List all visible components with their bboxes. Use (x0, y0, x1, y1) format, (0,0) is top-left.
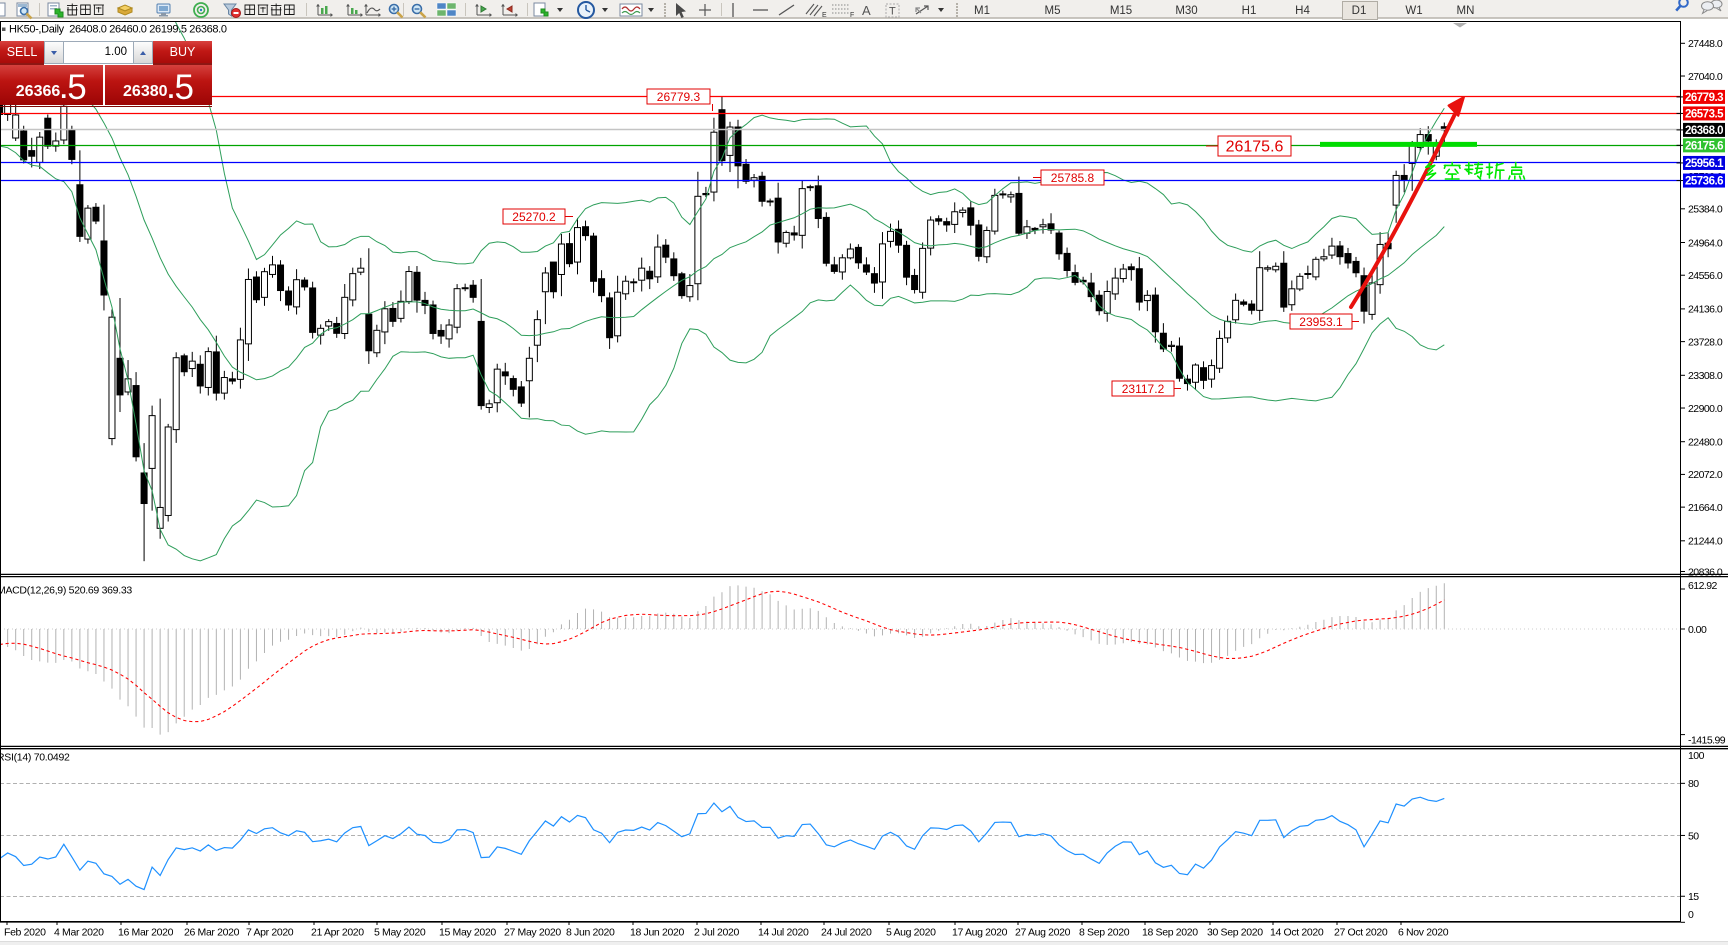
svg-text:100: 100 (1688, 750, 1705, 762)
svg-text:M15: M15 (1110, 5, 1132, 17)
svg-text:14 Oct 2020: 14 Oct 2020 (1270, 927, 1324, 939)
svg-text:MN: MN (1457, 5, 1475, 17)
svg-text:24556.0: 24556.0 (1688, 270, 1723, 282)
svg-text:4 Mar 2020: 4 Mar 2020 (54, 927, 104, 939)
svg-text:D1: D1 (1352, 5, 1367, 17)
svg-text:H4: H4 (1295, 5, 1310, 17)
svg-text:23728.0: 23728.0 (1688, 336, 1723, 348)
svg-text:2 Jul 2020: 2 Jul 2020 (694, 927, 739, 939)
svg-text:0.00: 0.00 (1688, 624, 1707, 636)
svg-text:14 Jul 2020: 14 Jul 2020 (758, 927, 809, 939)
svg-text:612.92: 612.92 (1688, 580, 1718, 592)
svg-text:26368.0: 26368.0 (1685, 125, 1723, 137)
svg-text:25384.0: 25384.0 (1688, 204, 1723, 216)
svg-text:27 Aug 2020: 27 Aug 2020 (1015, 927, 1071, 939)
svg-text:23117.2: 23117.2 (1122, 382, 1165, 396)
svg-text:22900.0: 22900.0 (1688, 403, 1723, 415)
svg-text:8 Jun 2020: 8 Jun 2020 (566, 927, 615, 939)
svg-text:16 Mar 2020: 16 Mar 2020 (118, 927, 174, 939)
svg-text:E: E (822, 12, 827, 19)
svg-text:26175.6: 26175.6 (1685, 140, 1723, 152)
svg-text:50: 50 (1688, 830, 1699, 842)
svg-text:25785.8: 25785.8 (1051, 171, 1095, 185)
svg-text:T: T (889, 6, 896, 18)
svg-text:7 Apr 2020: 7 Apr 2020 (246, 927, 294, 939)
svg-text:26 Mar 2020: 26 Mar 2020 (184, 927, 240, 939)
svg-text:F: F (850, 12, 854, 19)
svg-text:26779.3: 26779.3 (657, 90, 701, 104)
svg-text:23953.1: 23953.1 (1299, 315, 1343, 329)
svg-text:80: 80 (1688, 778, 1699, 790)
svg-text:20836.0: 20836.0 (1688, 566, 1723, 578)
svg-text:24 Jul 2020: 24 Jul 2020 (821, 927, 872, 939)
svg-text:25956.1: 25956.1 (1685, 158, 1724, 170)
svg-text:HK50-,Daily 26408.0 26460.0 2: HK50-,Daily 26408.0 26460.0 26199.5 2636… (9, 24, 227, 36)
svg-text:18 Sep 2020: 18 Sep 2020 (1142, 927, 1198, 939)
svg-text:27 May 2020: 27 May 2020 (504, 927, 561, 939)
svg-text:26779.3: 26779.3 (1685, 92, 1723, 104)
svg-text:25736.6: 25736.6 (1685, 176, 1723, 188)
svg-text:27040.0: 27040.0 (1688, 71, 1723, 83)
svg-text:5 May 2020: 5 May 2020 (374, 927, 426, 939)
svg-text:15 May 2020: 15 May 2020 (439, 927, 496, 939)
svg-text:RSI(14) 70.0492: RSI(14) 70.0492 (0, 752, 70, 764)
svg-text:M30: M30 (1175, 5, 1197, 17)
svg-text:5 Aug 2020: 5 Aug 2020 (886, 927, 936, 939)
svg-text:8 Sep 2020: 8 Sep 2020 (1079, 927, 1130, 939)
svg-text:24136.0: 24136.0 (1688, 304, 1723, 316)
svg-text:17 Aug 2020: 17 Aug 2020 (952, 927, 1008, 939)
svg-text:W1: W1 (1405, 5, 1422, 17)
svg-text:30 Sep 2020: 30 Sep 2020 (1207, 927, 1263, 939)
svg-text:21664.0: 21664.0 (1688, 502, 1723, 514)
svg-text:24964.0: 24964.0 (1688, 237, 1723, 249)
svg-text:25270.2: 25270.2 (512, 210, 556, 224)
svg-text:-1415.99: -1415.99 (1688, 734, 1726, 746)
svg-text:MACD(12,26,9) 520.69 369.33: MACD(12,26,9) 520.69 369.33 (0, 585, 132, 597)
svg-text:18 Jun 2020: 18 Jun 2020 (630, 927, 684, 939)
svg-text:6 Nov 2020: 6 Nov 2020 (1398, 927, 1449, 939)
svg-text:22072.0: 22072.0 (1688, 469, 1723, 481)
svg-text:21244.0: 21244.0 (1688, 536, 1723, 548)
svg-text:27 Oct 2020: 27 Oct 2020 (1334, 927, 1388, 939)
svg-text:Feb 2020: Feb 2020 (4, 927, 46, 939)
svg-text:26175.6: 26175.6 (1226, 139, 1284, 156)
svg-text:15: 15 (1688, 891, 1699, 903)
svg-text:22480.0: 22480.0 (1688, 437, 1723, 449)
svg-text:H1: H1 (1242, 5, 1257, 17)
svg-text:23308.0: 23308.0 (1688, 370, 1723, 382)
svg-text:0: 0 (1688, 909, 1694, 921)
svg-text:27448.0: 27448.0 (1688, 38, 1723, 50)
svg-text:26573.5: 26573.5 (1685, 108, 1724, 120)
svg-text:21 Apr 2020: 21 Apr 2020 (311, 927, 364, 939)
svg-text:M5: M5 (1045, 5, 1061, 17)
svg-text:M1: M1 (974, 5, 990, 17)
svg-text:A: A (862, 3, 871, 18)
